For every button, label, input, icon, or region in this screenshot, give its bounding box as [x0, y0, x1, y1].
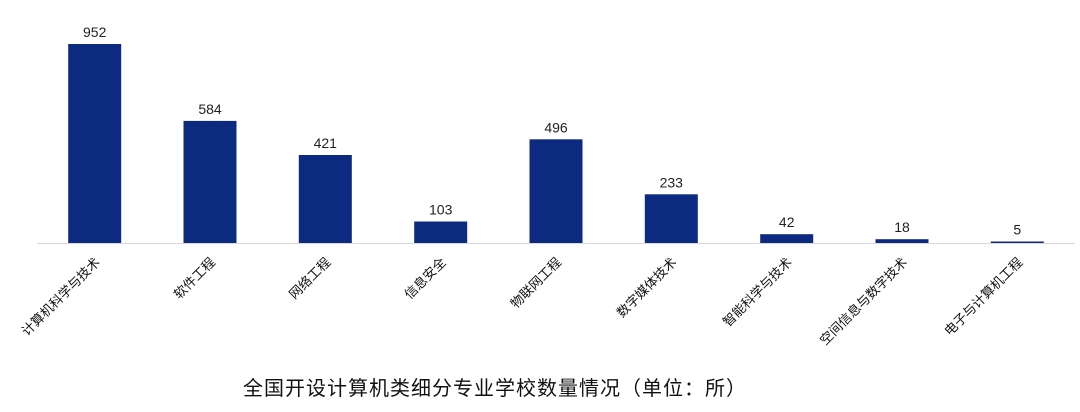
bar-1: [68, 44, 122, 243]
category-label-8: 空间信息与数字技术: [817, 255, 911, 349]
value-label-6: 233: [660, 174, 684, 190]
value-label-3: 421: [314, 135, 338, 151]
value-label-4: 103: [429, 202, 453, 218]
category-label-2: 软件工程: [171, 255, 218, 302]
value-label-2: 584: [198, 101, 222, 117]
value-label-8: 18: [894, 219, 910, 235]
category-label-5: 物联网工程: [508, 255, 565, 312]
category-labels-group: 计算机科学与技术 软件工程 网络工程 信息安全 物联网工程 数字媒体技术 智能科学与技术 空间…: [19, 255, 1026, 349]
bar-9: [990, 241, 1044, 243]
bars-group: [68, 44, 1044, 243]
bar-2: [183, 120, 237, 243]
bar-5: [529, 139, 583, 243]
category-label-6: 数字媒体技术: [614, 255, 680, 321]
bar-8: [875, 239, 929, 243]
category-label-7: 智能科学与技术: [720, 255, 796, 331]
value-label-9: 5: [1013, 222, 1021, 238]
category-label-9: 电子与计算机工程: [942, 255, 1026, 339]
category-label-4: 信息安全: [401, 255, 449, 303]
bar-7: [760, 234, 814, 243]
value-labels-group: 952 584 421 103 496 233 42 18 5: [83, 24, 1021, 238]
value-label-5: 496: [544, 119, 568, 135]
category-label-3: 网络工程: [286, 255, 334, 303]
value-label-1: 952: [83, 24, 107, 40]
bar-3: [298, 155, 352, 243]
value-label-7: 42: [779, 214, 795, 230]
chart-title: 全国开设计算机类细分专业学校数量情况（单位：所）: [243, 376, 747, 400]
bar-6: [644, 194, 698, 243]
bar-4: [414, 221, 468, 243]
category-label-1: 计算机科学与技术: [19, 255, 104, 340]
